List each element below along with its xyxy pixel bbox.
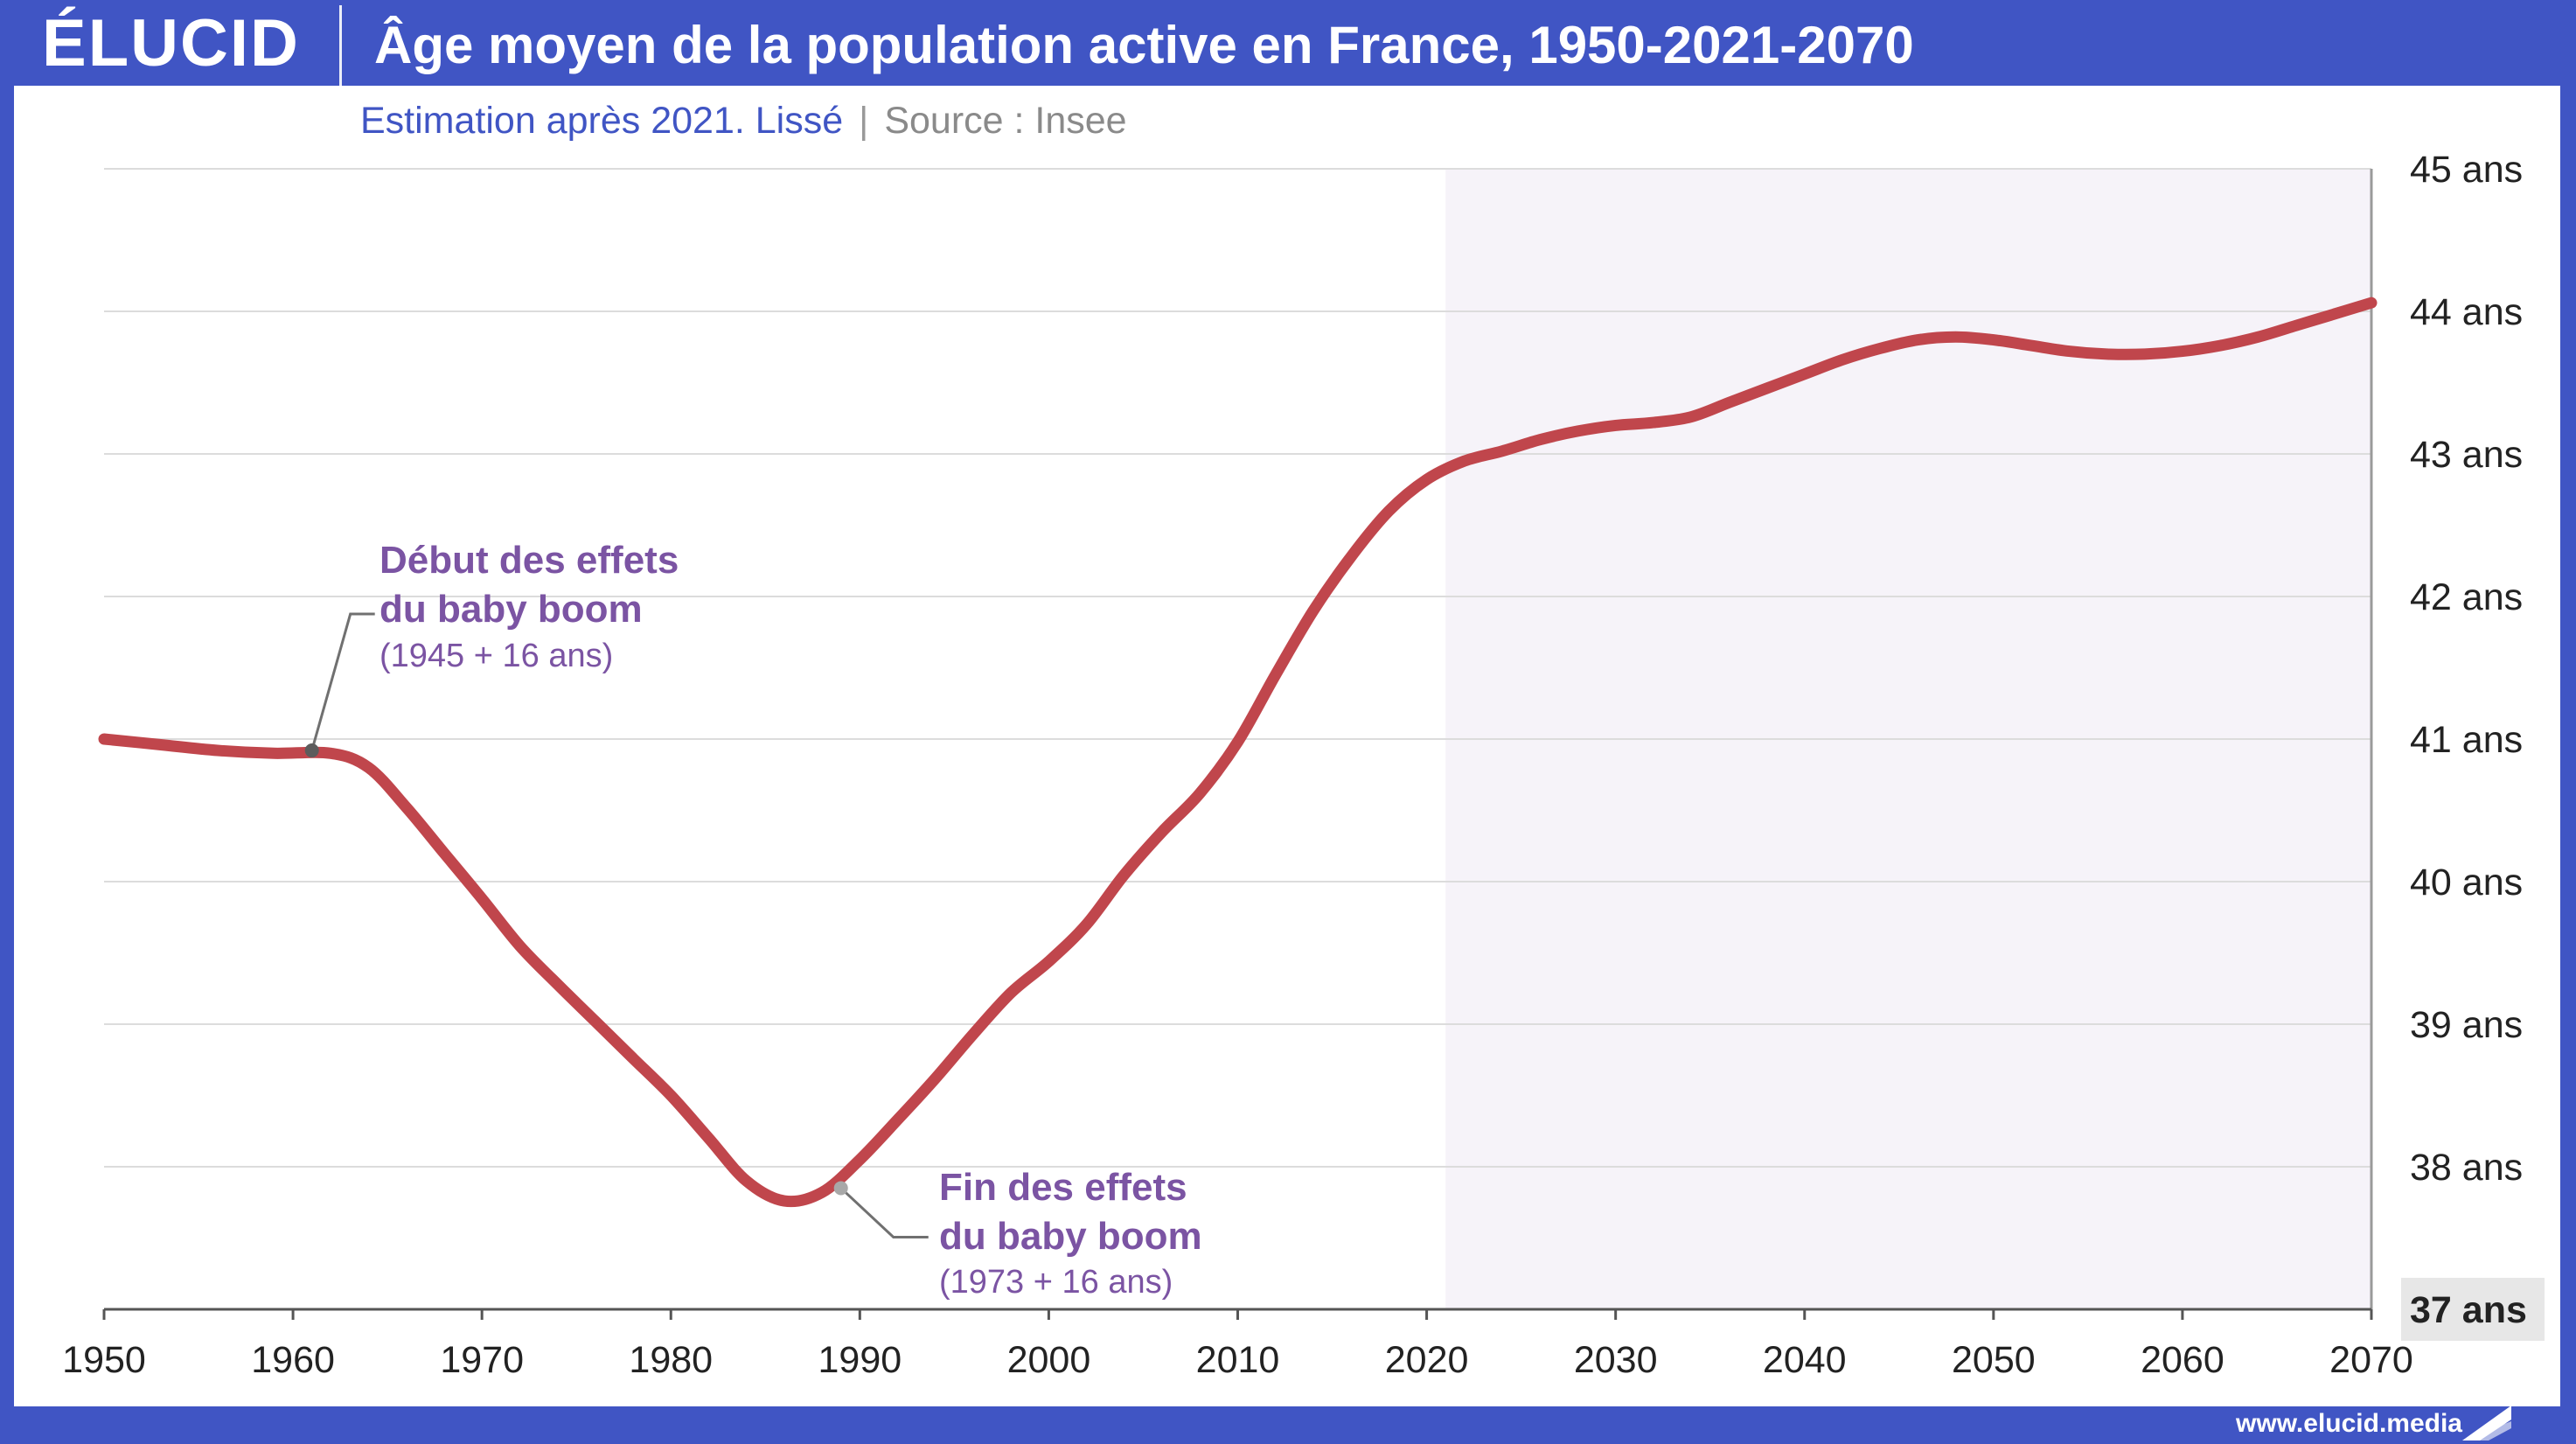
- xtick-label: 2010: [1196, 1339, 1280, 1381]
- annotation-title: Début des effets: [379, 539, 679, 582]
- annotation-leader: [839, 1187, 929, 1238]
- header-divider: [339, 5, 342, 86]
- subtitle-note: Estimation après 2021. Lissé: [360, 100, 844, 142]
- annotation-title: Fin des effets: [939, 1166, 1187, 1209]
- ytick-label: 45 ans: [2410, 149, 2523, 191]
- elucid-mark-icon: [2462, 1406, 2511, 1441]
- annotation-title: du baby boom: [379, 588, 643, 631]
- series-line: [98, 296, 2378, 1208]
- xtick-label: 2020: [1385, 1339, 1469, 1381]
- annotation-subtitle: (1973 + 16 ans): [939, 1264, 1173, 1301]
- xtick-label: 1960: [251, 1339, 335, 1381]
- ytick-label: 44 ans: [2410, 291, 2523, 333]
- footer-url[interactable]: www.elucid.media: [2236, 1409, 2462, 1438]
- elucid-logo: ÉLUCID: [42, 6, 300, 80]
- subtitle-separator: |: [859, 100, 869, 142]
- annotation-point: [833, 1181, 848, 1196]
- xtick-label: 2050: [1952, 1339, 2036, 1381]
- ytick-label: 41 ans: [2410, 719, 2523, 761]
- ytick-highlight: [2401, 1278, 2545, 1341]
- subtitle-source: Source : Insee: [884, 100, 1127, 142]
- header-bar: ÉLUCID Âge moyen de la population active…: [0, 0, 2576, 86]
- xtick-label: 2040: [1763, 1339, 1847, 1381]
- ytick-label: 43 ans: [2410, 434, 2523, 476]
- xtick-label: 2060: [2141, 1339, 2224, 1381]
- xtick-label: 1980: [629, 1339, 713, 1381]
- annotation-title: du baby boom: [939, 1215, 1202, 1258]
- xtick-label: 1970: [440, 1339, 524, 1381]
- ytick-label: 39 ans: [2410, 1004, 2523, 1046]
- chart-subtitle: Estimation après 2021. Lissé | Source : In…: [360, 94, 1127, 147]
- xtick-label: 2030: [1574, 1339, 1658, 1381]
- ytick-label: 42 ans: [2410, 576, 2523, 618]
- ytick-label: 40 ans: [2410, 862, 2523, 903]
- xtick-label: 2000: [1007, 1339, 1091, 1381]
- ytick-label: 37 ans: [2410, 1289, 2527, 1331]
- ytick-label: 38 ans: [2410, 1147, 2523, 1189]
- xtick-label: 1950: [62, 1339, 146, 1381]
- annotation-leader: [310, 612, 375, 751]
- xtick-label: 2070: [2329, 1339, 2413, 1381]
- chart-title: Âge moyen de la population active en Fra…: [374, 16, 1914, 74]
- xtick-label: 1990: [818, 1339, 902, 1381]
- annotation-point: [304, 743, 319, 758]
- annotation-subtitle: (1945 + 16 ans): [379, 638, 613, 674]
